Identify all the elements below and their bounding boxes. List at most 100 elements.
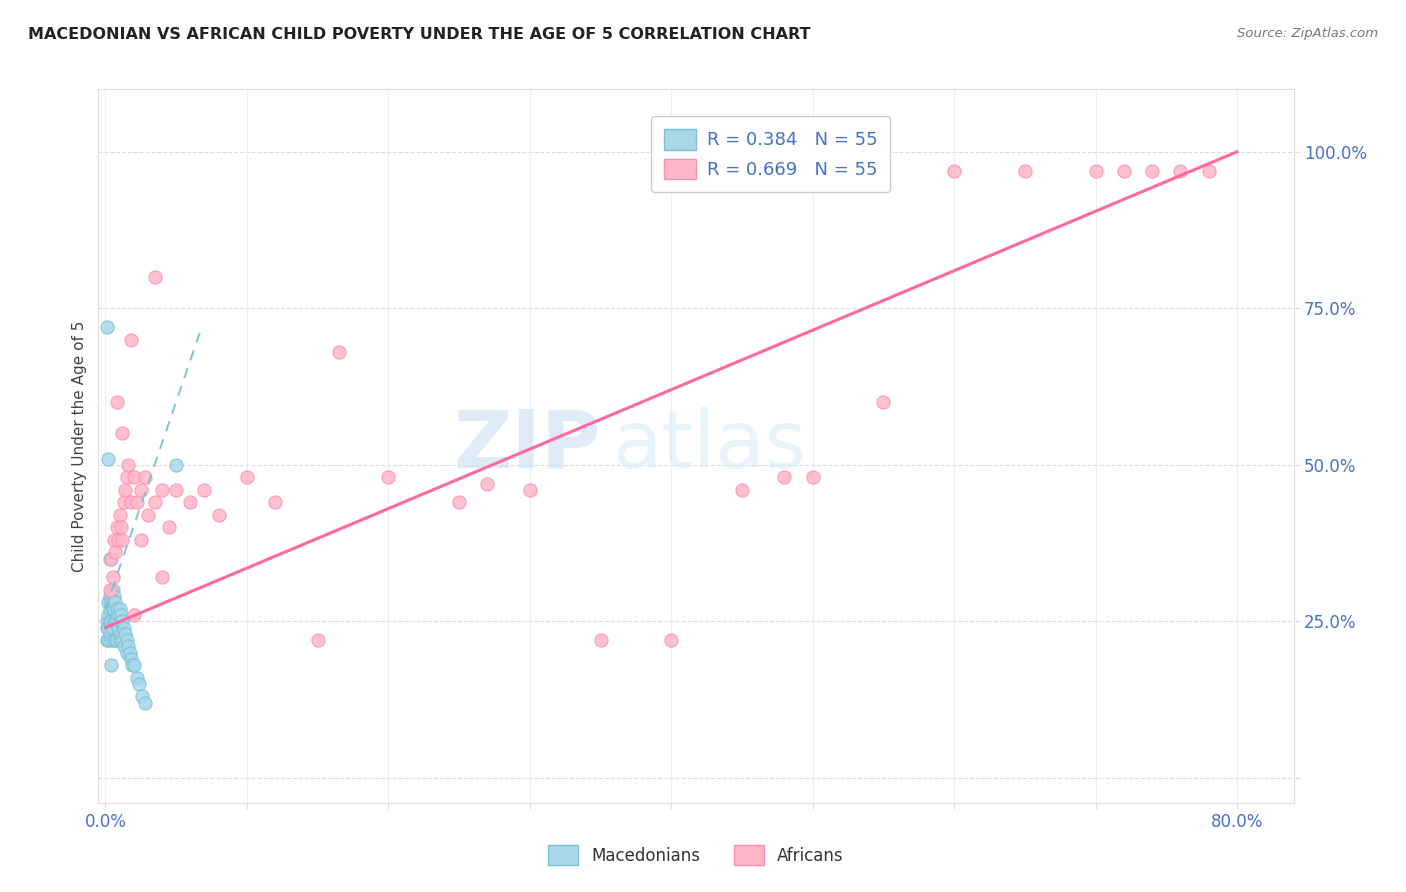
- Point: [150, 570, 173, 584]
- Point: [107, 621, 129, 635]
- Point: [98, 551, 121, 566]
- Point: [97, 595, 120, 609]
- Point: [115, 646, 138, 660]
- Point: [122, 658, 145, 673]
- Point: [125, 671, 148, 685]
- Point: [98, 582, 121, 597]
- Point: [264, 495, 287, 509]
- Point: [519, 483, 541, 497]
- Point: [307, 633, 329, 648]
- Point: [112, 640, 135, 654]
- Point: [801, 470, 824, 484]
- Point: [208, 508, 231, 522]
- Point: [589, 633, 612, 648]
- Point: [111, 426, 134, 441]
- Point: [125, 495, 148, 509]
- Text: Source: ZipAtlas.com: Source: ZipAtlas.com: [1237, 27, 1378, 40]
- Point: [1140, 163, 1163, 178]
- Point: [377, 470, 399, 484]
- Point: [100, 658, 122, 673]
- Point: [773, 470, 796, 484]
- Point: [97, 633, 120, 648]
- Point: [131, 690, 153, 704]
- Point: [97, 607, 120, 622]
- Point: [1084, 163, 1107, 178]
- Point: [111, 614, 134, 628]
- Point: [179, 495, 201, 509]
- Point: [100, 633, 122, 648]
- Point: [143, 270, 166, 285]
- Point: [96, 320, 118, 334]
- Text: MACEDONIAN VS AFRICAN CHILD POVERTY UNDER THE AGE OF 5 CORRELATION CHART: MACEDONIAN VS AFRICAN CHILD POVERTY UNDE…: [28, 27, 811, 42]
- Point: [104, 633, 127, 648]
- Point: [112, 495, 135, 509]
- Point: [110, 627, 132, 641]
- Point: [122, 470, 145, 484]
- Point: [114, 483, 136, 497]
- Point: [111, 633, 134, 648]
- Point: [122, 607, 145, 622]
- Point: [659, 633, 682, 648]
- Point: [96, 614, 118, 628]
- Point: [96, 633, 118, 648]
- Point: [101, 621, 124, 635]
- Point: [103, 589, 125, 603]
- Point: [104, 595, 127, 609]
- Point: [105, 614, 128, 628]
- Point: [100, 595, 122, 609]
- Point: [117, 640, 139, 654]
- Point: [115, 470, 138, 484]
- Point: [129, 533, 152, 547]
- Point: [111, 533, 134, 547]
- Point: [129, 483, 152, 497]
- Point: [117, 458, 139, 472]
- Point: [101, 582, 124, 597]
- Point: [110, 520, 132, 534]
- Point: [134, 696, 156, 710]
- Point: [477, 476, 499, 491]
- Point: [1198, 163, 1220, 178]
- Point: [107, 607, 129, 622]
- Point: [103, 614, 125, 628]
- Y-axis label: Child Poverty Under the Age of 5: Child Poverty Under the Age of 5: [72, 320, 87, 572]
- Point: [872, 395, 894, 409]
- Point: [943, 163, 966, 178]
- Point: [104, 614, 127, 628]
- Point: [98, 627, 121, 641]
- Point: [112, 621, 135, 635]
- Point: [121, 658, 143, 673]
- Point: [115, 633, 138, 648]
- Text: ZIP: ZIP: [453, 407, 600, 485]
- Point: [100, 614, 122, 628]
- Point: [236, 470, 259, 484]
- Point: [136, 508, 159, 522]
- Point: [1170, 163, 1192, 178]
- Text: atlas: atlas: [612, 407, 807, 485]
- Point: [108, 601, 131, 615]
- Point: [449, 495, 471, 509]
- Point: [120, 652, 142, 666]
- Point: [105, 633, 128, 648]
- Point: [96, 621, 118, 635]
- Point: [103, 633, 125, 648]
- Point: [120, 495, 142, 509]
- Point: [98, 614, 121, 628]
- Point: [103, 533, 125, 547]
- Point: [328, 345, 350, 359]
- Point: [110, 607, 132, 622]
- Point: [1112, 163, 1135, 178]
- Point: [101, 570, 124, 584]
- Point: [105, 395, 128, 409]
- Point: [105, 601, 128, 615]
- Point: [97, 451, 120, 466]
- Point: [143, 495, 166, 509]
- Point: [107, 533, 129, 547]
- Point: [100, 551, 122, 566]
- Point: [104, 545, 127, 559]
- Point: [98, 589, 121, 603]
- Point: [108, 633, 131, 648]
- Point: [108, 614, 131, 628]
- Point: [150, 483, 173, 497]
- Point: [108, 508, 131, 522]
- Point: [97, 621, 120, 635]
